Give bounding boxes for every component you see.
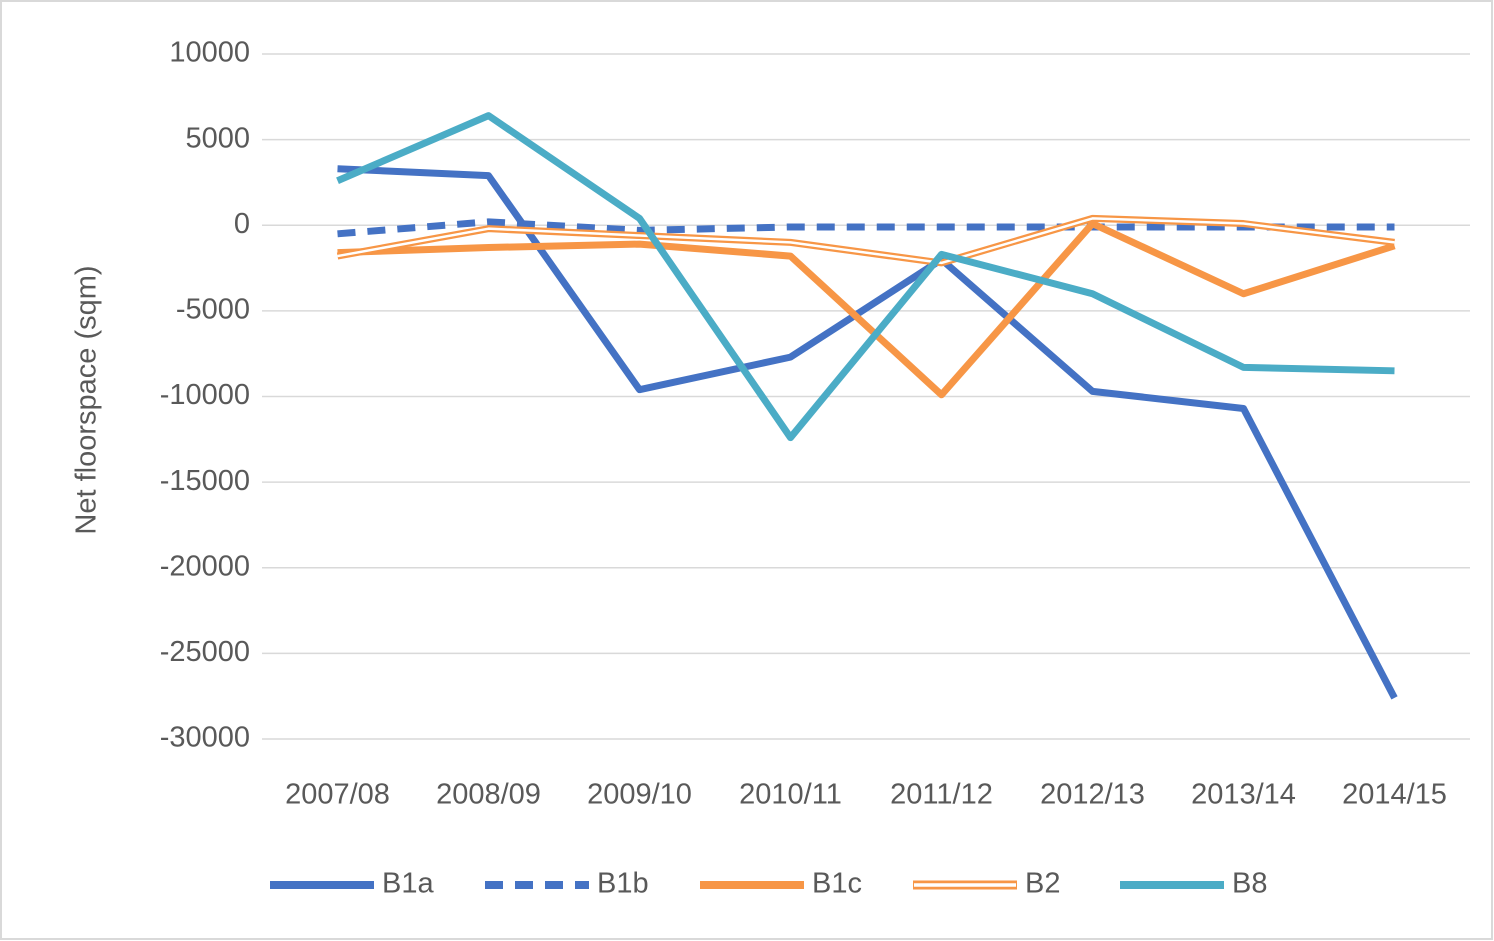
series-line xyxy=(337,220,1396,399)
y-tick-label: -20000 xyxy=(160,550,250,582)
series-line xyxy=(336,112,1395,442)
y-tick-label: -25000 xyxy=(160,636,250,668)
legend-label: B1b xyxy=(597,868,649,900)
legend-label: B2 xyxy=(1025,868,1060,900)
y-tick-label: -15000 xyxy=(160,465,250,497)
y-axis-label: Net floorspace (sqm) xyxy=(71,265,103,534)
y-tick-label: -5000 xyxy=(176,294,250,326)
x-tick-label: 2010/11 xyxy=(739,779,842,811)
legend-label: B8 xyxy=(1232,868,1267,900)
y-tick-label: 5000 xyxy=(185,122,250,154)
y-tick-label: -10000 xyxy=(160,379,250,411)
x-tick-label: 2009/10 xyxy=(587,779,692,811)
series-line-inner xyxy=(337,217,1395,265)
x-tick-label: 2008/09 xyxy=(436,779,541,811)
series-line xyxy=(337,165,1398,700)
x-tick-label: 2012/13 xyxy=(1040,779,1145,811)
legend-label: B1c xyxy=(812,868,862,900)
x-tick-label: 2014/15 xyxy=(1342,779,1447,811)
series-line xyxy=(337,218,1395,238)
x-tick-label: 2013/14 xyxy=(1191,779,1296,811)
legend-label: B1a xyxy=(382,868,434,900)
y-tick-label: 0 xyxy=(234,208,250,240)
y-tick-label: 10000 xyxy=(169,37,250,69)
y-tick-label: -30000 xyxy=(160,722,250,754)
x-tick-label: 2011/12 xyxy=(890,779,993,811)
x-tick-label: 2007/08 xyxy=(285,779,390,811)
